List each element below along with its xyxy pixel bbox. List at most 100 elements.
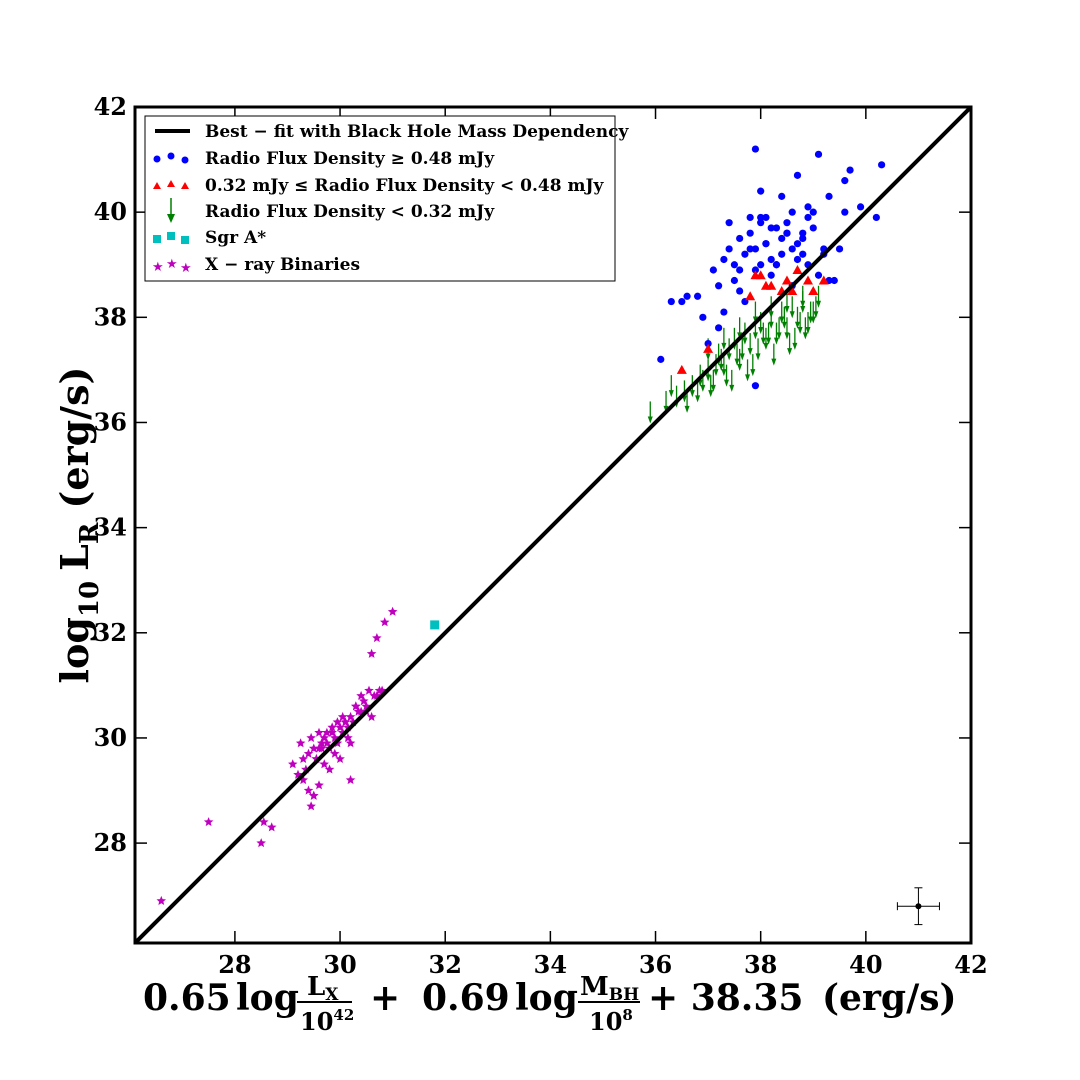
data-point-star bbox=[311, 754, 322, 763]
data-point-arrow-head bbox=[766, 337, 772, 345]
x-label-frac2-den: 108 bbox=[589, 1006, 633, 1036]
data-point-circle bbox=[730, 261, 738, 269]
x-tick-label: 38 bbox=[744, 950, 777, 979]
svg-text:log10LR(erg/s): log10 LR (erg/s) bbox=[52, 367, 105, 684]
data-point-arrow-head bbox=[708, 390, 714, 398]
legend-marker-square bbox=[153, 232, 189, 244]
x-tick-label: 42 bbox=[954, 950, 987, 979]
data-point-arrow-head bbox=[721, 342, 727, 350]
x-label-coef2: 0.69 bbox=[422, 977, 510, 1019]
x-label-log2: log bbox=[515, 977, 578, 1019]
data-point-star bbox=[343, 732, 353, 742]
x-tick-label: 32 bbox=[429, 950, 462, 979]
data-point-star bbox=[322, 727, 332, 737]
data-point-star bbox=[387, 606, 398, 616]
svg-text:★: ★ bbox=[166, 257, 178, 272]
data-point-triangle bbox=[803, 275, 814, 285]
y-tick-label: 28 bbox=[94, 828, 127, 857]
data-point-circle bbox=[736, 234, 744, 243]
data-point-star bbox=[335, 754, 345, 763]
data-point-star bbox=[380, 617, 390, 627]
data-point-arrow-head bbox=[755, 353, 761, 361]
data-point-star bbox=[366, 648, 377, 658]
data-point-circle bbox=[709, 266, 717, 274]
x-tick-label: 34 bbox=[534, 950, 567, 979]
data-point-circle bbox=[799, 250, 807, 258]
tick-layer: 28 30 32 34 36 38 40 42 28 30 32 34 36 38 40 42 bbox=[94, 92, 988, 979]
data-point-star bbox=[309, 790, 319, 800]
data-point-circle bbox=[799, 229, 807, 237]
data-point-circle bbox=[856, 203, 865, 211]
x-tick-label: 40 bbox=[849, 950, 882, 979]
data-point-circle bbox=[746, 213, 754, 222]
data-point-circle bbox=[793, 240, 802, 248]
data-point-circle bbox=[767, 255, 775, 264]
data-point-circle bbox=[667, 297, 675, 306]
data-point-arrow-head bbox=[745, 374, 751, 382]
data-point-circle bbox=[878, 161, 886, 169]
y-tick-label: 32 bbox=[94, 618, 127, 647]
x-tick-label: 28 bbox=[218, 950, 251, 979]
y-tick-label: 42 bbox=[94, 92, 127, 121]
y-label-log-sub: 10 bbox=[75, 581, 105, 617]
data-point-circle bbox=[699, 313, 707, 321]
data-point-arrow-head bbox=[739, 353, 745, 361]
data-point-circle bbox=[751, 145, 760, 153]
data-point-arrow-head bbox=[721, 369, 727, 377]
data-point-arrow-head bbox=[705, 374, 711, 382]
data-point-arrow-head bbox=[773, 337, 779, 345]
data-point-star bbox=[303, 785, 314, 795]
data-point-arrow-head bbox=[713, 369, 719, 377]
data-point-arrow-head bbox=[808, 316, 814, 324]
data-point-star bbox=[348, 717, 358, 727]
data-point-arrow-head bbox=[784, 332, 790, 340]
data-point-square bbox=[430, 620, 440, 630]
data-point-circle bbox=[757, 219, 765, 227]
data-point-arrow-head bbox=[684, 405, 690, 413]
data-point-arrow-head bbox=[768, 321, 774, 329]
data-point-circle bbox=[725, 245, 733, 253]
y-tick-label: 34 bbox=[94, 513, 127, 542]
data-point-star bbox=[330, 732, 340, 742]
data-point-circle bbox=[704, 340, 712, 348]
data-point-circle bbox=[757, 187, 765, 195]
data-point-arrow-head bbox=[726, 353, 732, 361]
data-point-star bbox=[298, 775, 308, 785]
data-point-circle bbox=[751, 266, 760, 274]
data-point-arrow-head bbox=[747, 348, 753, 356]
data-point-circle bbox=[804, 213, 812, 222]
data-point-star bbox=[306, 801, 316, 811]
x-label-unit: (erg/s) bbox=[822, 977, 957, 1019]
y-tick-label: 30 bbox=[94, 723, 127, 752]
svg-text:★: ★ bbox=[152, 260, 164, 275]
data-point-arrow-head bbox=[787, 348, 793, 356]
data-point-star bbox=[314, 727, 324, 737]
data-point-triangle bbox=[676, 364, 687, 374]
data-point-circle bbox=[772, 261, 781, 269]
y-tick-label: 40 bbox=[94, 197, 127, 226]
data-point-arrow-head bbox=[771, 358, 777, 366]
data-point-circle bbox=[788, 245, 796, 253]
data-point-arrow-head bbox=[789, 311, 795, 319]
data-point-star bbox=[256, 838, 266, 848]
data-point-circle bbox=[814, 271, 823, 279]
data-point-circle bbox=[720, 255, 728, 264]
data-point-arrow-head bbox=[768, 311, 774, 319]
data-point-arrow-head bbox=[668, 390, 674, 398]
data-point-star bbox=[322, 738, 332, 748]
data-point-circle bbox=[809, 208, 817, 216]
data-point-circle bbox=[762, 213, 770, 222]
data-point-circle bbox=[830, 276, 838, 285]
data-point-circle bbox=[793, 171, 802, 179]
data-point-star bbox=[345, 775, 356, 785]
data-point-star bbox=[351, 701, 361, 711]
data-point-circle bbox=[751, 245, 760, 253]
data-point-circle bbox=[757, 213, 765, 222]
data-point-star bbox=[303, 748, 314, 758]
data-point-arrow-head bbox=[781, 321, 787, 329]
data-point-circle bbox=[841, 177, 849, 185]
data-point-arrow-head bbox=[805, 327, 811, 335]
y-tick-label: 36 bbox=[94, 407, 127, 436]
x-tick-label: 36 bbox=[639, 950, 672, 979]
